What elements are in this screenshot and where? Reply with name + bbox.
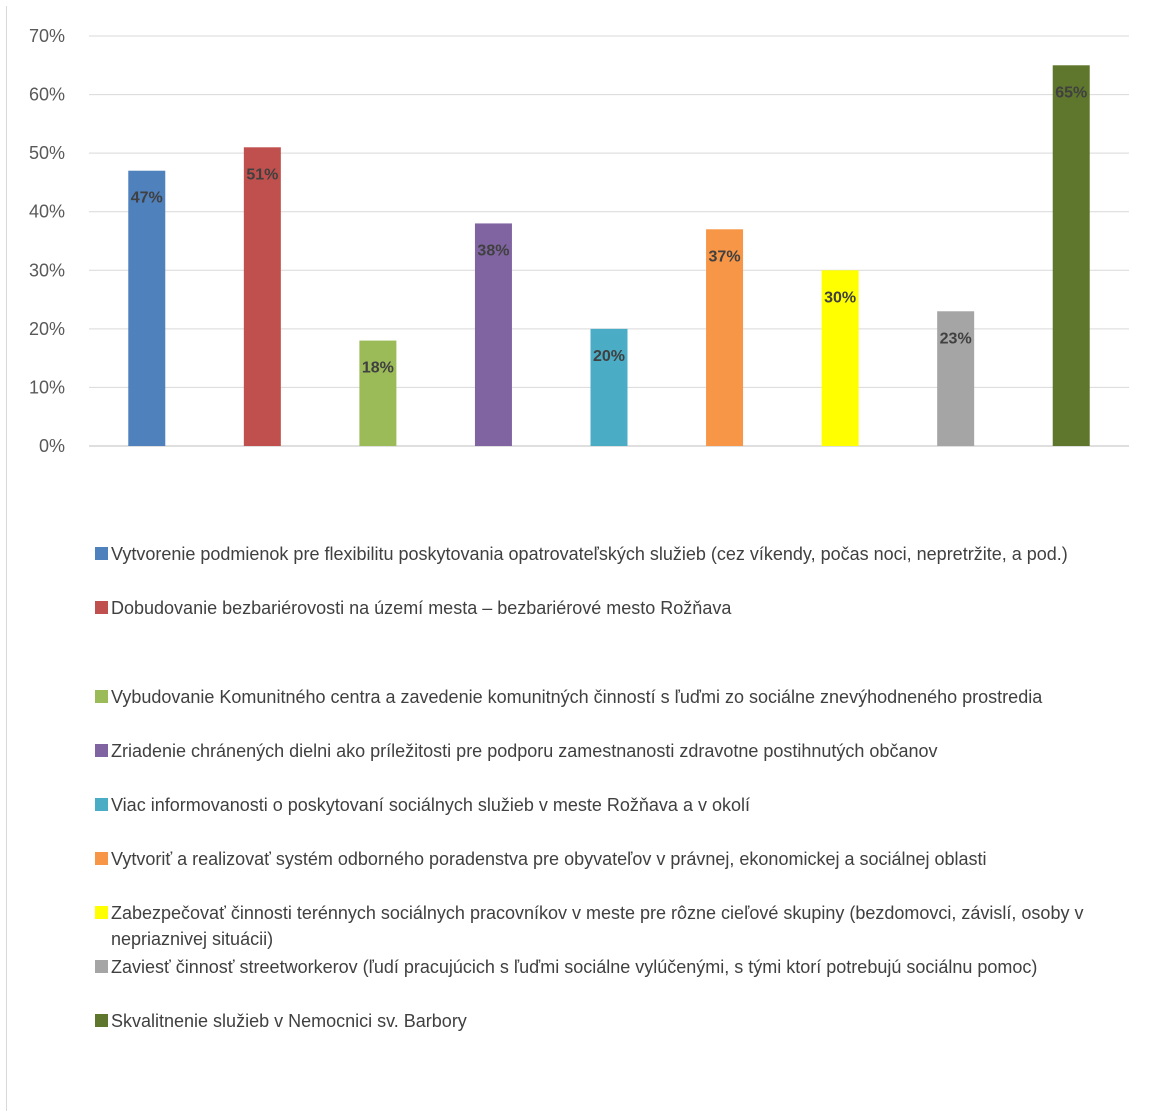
y-tick-label: 0% — [39, 436, 65, 456]
legend-item: Vytvorenie podmienok pre flexibilitu pos… — [95, 541, 1115, 567]
legend-label: Vytvoriť a realizovať systém odborného p… — [111, 849, 987, 869]
legend-label: Vytvorenie podmienok pre flexibilitu pos… — [111, 544, 1068, 564]
legend-label: Zriadenie chránených dielni ako príležit… — [111, 741, 938, 761]
data-label: 37% — [709, 248, 741, 265]
bar — [937, 311, 975, 446]
legend-swatch — [95, 1014, 108, 1027]
legend-item: Vybudovanie Komunitného centra a zaveden… — [95, 684, 1115, 710]
legend-label: Dobudovanie bezbariérovosti na území mes… — [111, 598, 732, 618]
legend-swatch — [95, 547, 108, 560]
chart-frame: 0% 10% 20% 30% 40% 50% 60% 70% 47% 51% 18% 38% 20% 37… — [6, 6, 1146, 1111]
bar — [359, 340, 397, 446]
legend-item: Vytvoriť a realizovať systém odborného p… — [95, 846, 1115, 872]
data-label: 30% — [824, 289, 856, 306]
y-tick-label: 30% — [29, 260, 65, 280]
legend-swatch — [95, 798, 108, 811]
legend-label: Zabezpečovať činnosti terénnych sociálny… — [111, 903, 1084, 949]
legend-item: Zaviesť činnosť streetworkerov (ľudí pra… — [95, 954, 1115, 980]
legend-item: Skvalitnenie služieb v Nemocnici sv. Bar… — [95, 1008, 1115, 1034]
bar — [128, 170, 166, 446]
legend-swatch — [95, 906, 108, 919]
bar — [1052, 65, 1090, 447]
y-tick-label: 70% — [29, 26, 65, 46]
y-tick-label: 20% — [29, 319, 65, 339]
y-tick-label: 60% — [29, 85, 65, 105]
data-label: 51% — [246, 166, 278, 183]
legend-label: Skvalitnenie služieb v Nemocnici sv. Bar… — [111, 1011, 467, 1031]
bar — [706, 229, 744, 446]
data-label: 20% — [593, 348, 625, 365]
data-label: 23% — [940, 330, 972, 347]
bar — [821, 270, 859, 446]
bar — [243, 147, 281, 447]
legend-item: Dobudovanie bezbariérovosti na území mes… — [95, 595, 1115, 621]
data-label: 47% — [131, 190, 163, 207]
legend-item: Zabezpečovať činnosti terénnych sociálny… — [95, 900, 1115, 952]
legend-item: Zriadenie chránených dielni ako príležit… — [95, 738, 1115, 764]
y-tick-label: 40% — [29, 202, 65, 222]
data-label: 18% — [362, 360, 394, 377]
legend-swatch — [95, 960, 108, 973]
legend-label: Viac informovanosti o poskytovaní sociál… — [111, 795, 750, 815]
data-label: 38% — [477, 242, 509, 259]
legend-swatch — [95, 601, 108, 614]
legend-label: Zaviesť činnosť streetworkerov (ľudí pra… — [111, 957, 1038, 977]
bar — [590, 328, 628, 446]
y-tick-label: 50% — [29, 143, 65, 163]
y-tick-label: 10% — [29, 377, 65, 397]
bar-chart: 0% 10% 20% 30% 40% 50% 60% 70% 47% 51% 18% 38% 20% 37… — [29, 26, 1129, 456]
legend-item: Viac informovanosti o poskytovaní sociál… — [95, 792, 1115, 818]
legend-swatch — [95, 744, 108, 757]
legend-swatch — [95, 852, 108, 865]
data-label: 65% — [1055, 84, 1087, 101]
legend-swatch — [95, 690, 108, 703]
legend-label: Vybudovanie Komunitného centra a zaveden… — [111, 687, 1043, 707]
bar — [474, 223, 512, 446]
